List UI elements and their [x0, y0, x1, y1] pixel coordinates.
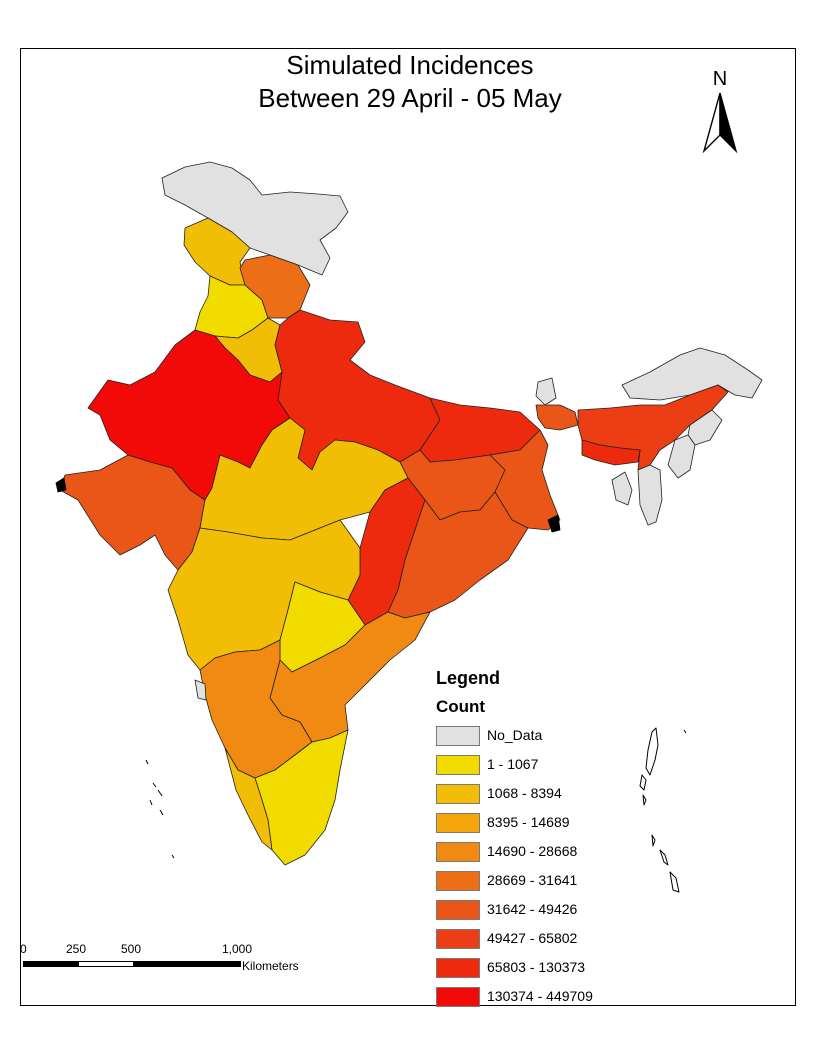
legend-swatch	[436, 871, 480, 891]
legend-label: 28669 - 31641	[487, 872, 578, 888]
legend-swatch	[436, 900, 480, 920]
legend-swatch	[436, 987, 480, 1007]
legend-label: 8395 - 14689	[487, 814, 570, 830]
scale-segment	[133, 961, 241, 967]
region-sikkim	[535, 377, 557, 406]
north-arrow: N	[700, 68, 740, 158]
legend-label: 1068 - 8394	[487, 785, 562, 801]
lakshadweep-islands	[145, 759, 175, 859]
legend: Legend Count No_Data 1 - 1067 1068 - 839…	[436, 668, 593, 1007]
region-manipur	[667, 434, 696, 479]
scale-tick: 1,000	[222, 942, 253, 956]
legend-item: No_Data	[436, 726, 766, 748]
region-karnataka	[199, 639, 313, 779]
legend-item: 28669 - 31641	[436, 871, 766, 893]
legend-item: 31642 - 49426	[436, 900, 766, 922]
scale-tick: 250	[66, 942, 87, 956]
region-meghalaya	[581, 439, 641, 466]
region-arunachal	[621, 347, 763, 401]
scale-tick: 500	[121, 942, 142, 956]
map-title: Simulated Incidences	[286, 50, 534, 80]
legend-swatch	[436, 929, 480, 949]
legend-label: 65803 - 130373	[487, 959, 586, 975]
legend-item: 65803 - 130373	[436, 958, 766, 980]
legend-swatch	[436, 726, 480, 746]
region-mizoram	[637, 464, 663, 526]
legend-label: 1 - 1067	[487, 756, 539, 772]
legend-label: 31642 - 49426	[487, 901, 578, 917]
legend-swatch	[436, 755, 480, 775]
legend-field: Count	[436, 697, 486, 716]
legend-label: 49427 - 65802	[487, 930, 578, 946]
legend-item: 1 - 1067	[436, 755, 766, 777]
sundarbans-coast	[547, 514, 561, 533]
legend-item: 130374 - 449709	[436, 987, 766, 1009]
north-label: N	[712, 68, 728, 90]
north-arrow-icon	[702, 92, 738, 154]
legend-item: 49427 - 65802	[436, 929, 766, 951]
legend-label: 14690 - 28668	[487, 843, 578, 859]
region-kerala	[224, 747, 273, 851]
gulf-of-kutch-coast	[55, 477, 67, 493]
scale-tick: 0	[20, 942, 27, 956]
region-goa	[194, 679, 207, 701]
legend-label: No_Data	[487, 727, 543, 743]
map-subtitle: Between 29 April - 05 May	[258, 83, 562, 113]
region-west-bengal-north	[535, 404, 579, 431]
legend-swatch	[436, 842, 480, 862]
scale-unit: Kilometers	[242, 959, 299, 973]
legend-swatch	[436, 958, 480, 978]
legend-swatch	[436, 813, 480, 833]
legend-item: 1068 - 8394	[436, 784, 766, 806]
region-tripura	[611, 471, 633, 506]
scale-bar: 0 250 500 1,000 Kilometers	[20, 942, 340, 976]
scale-segment	[23, 961, 79, 967]
legend-label: 130374 - 449709	[487, 988, 593, 1004]
andaman-nicobar-islands	[639, 727, 687, 893]
legend-item: 8395 - 14689	[436, 813, 766, 835]
legend-item: 14690 - 28668	[436, 842, 766, 864]
legend-title: Legend	[436, 668, 501, 688]
map-frame	[20, 48, 796, 1006]
region-west-bengal	[489, 429, 561, 531]
legend-swatch	[436, 784, 480, 804]
region-odisha	[387, 491, 529, 619]
scale-segment	[78, 961, 134, 967]
